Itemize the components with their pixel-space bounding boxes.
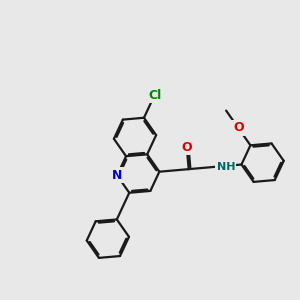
Text: Cl: Cl	[148, 88, 161, 102]
Text: O: O	[182, 141, 192, 154]
Text: NH: NH	[217, 162, 235, 172]
Text: N: N	[112, 169, 122, 182]
Text: O: O	[233, 122, 244, 134]
